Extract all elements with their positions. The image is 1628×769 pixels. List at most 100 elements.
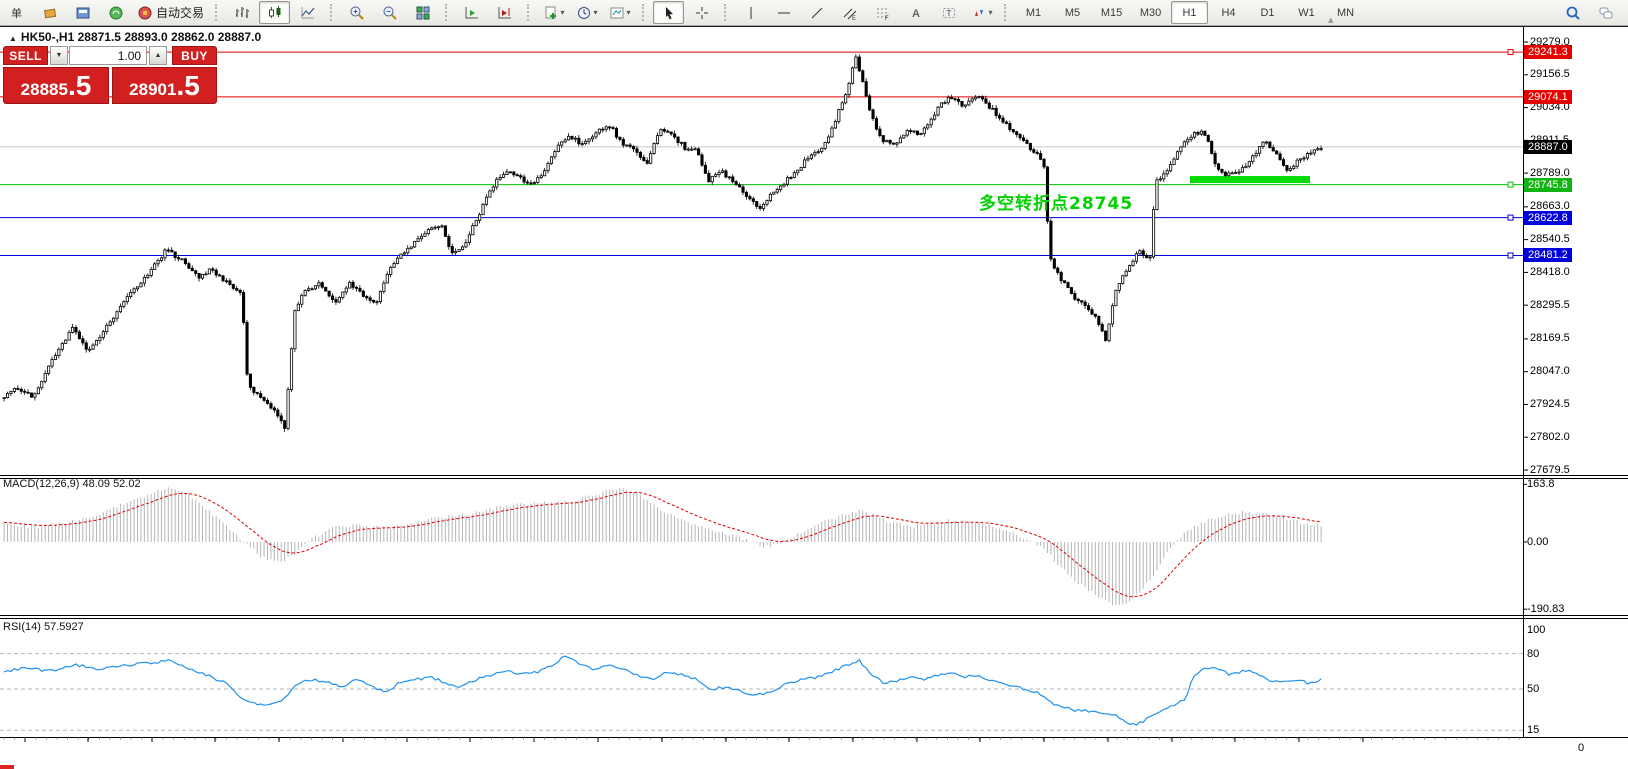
price-tick-label: 28295.5: [1530, 298, 1570, 311]
tf-h1-button[interactable]: H1: [1171, 1, 1209, 24]
price-tick-label: 27679.5: [1530, 463, 1570, 476]
line-chart-button[interactable]: [292, 1, 323, 24]
sell-price-frac: .5: [67, 70, 92, 101]
one-click-price-row: 28885.5 28901.5: [3, 67, 217, 104]
periods-button[interactable]: ▾: [571, 1, 602, 24]
signals-icon[interactable]: [100, 1, 131, 24]
toolbar-right-icons: [1556, 1, 1622, 24]
rsi-line: [0, 653, 1523, 731]
tf-m30-button[interactable]: M30: [1139, 6, 1162, 19]
new-order-partial-label[interactable]: 单: [11, 7, 22, 20]
volume-input[interactable]: 1.00: [68, 46, 148, 65]
autotrading-button[interactable]: 自动交易: [133, 1, 208, 24]
periods-button-dropdown-icon[interactable]: ▾: [593, 8, 598, 17]
crosshair-button[interactable]: [686, 1, 717, 24]
buy-price-frac: .5: [176, 70, 200, 101]
toolbar-separator: [215, 4, 221, 21]
rsi-axis-label: 50: [1527, 683, 1540, 695]
price-badge: 28622.8: [1524, 210, 1572, 225]
price-badge: 28481.2: [1524, 248, 1572, 263]
price-badge: 28887.0: [1524, 139, 1572, 154]
price-badge: 28745.8: [1524, 177, 1572, 192]
chart-title: ▲ HK50-,H1 28871.5 28893.0 28862.0 28887.…: [9, 30, 261, 44]
buy-button[interactable]: BUY: [171, 46, 218, 65]
terminal-icon[interactable]: [67, 1, 98, 24]
macd-axis-label: -190.83: [1527, 603, 1565, 616]
toolbar-notch-icon: ▴: [1328, 14, 1334, 26]
templates-button-dropdown-icon[interactable]: ▾: [626, 8, 631, 17]
candles-chart-button[interactable]: [259, 1, 291, 24]
toolbar: 单 自动交易 ▾ ▾ ▾ E F A T ▾ M1 M5 M15 M30 H1 H4 D1 W1 MN: [0, 0, 1628, 26]
price-tick-label: 28169.5: [1530, 332, 1570, 345]
frame-lines: [0, 27, 1628, 742]
cursor-button[interactable]: [653, 1, 685, 24]
zoom-out-button[interactable]: [374, 1, 405, 24]
volume-increase-button[interactable]: ▲: [149, 46, 167, 65]
tf-w1-button[interactable]: W1: [1298, 6, 1315, 19]
sell-button[interactable]: SELL: [3, 46, 49, 65]
chart-shift-button[interactable]: [489, 1, 520, 24]
sell-price-button[interactable]: 28885.5: [3, 67, 109, 104]
new-chart-button[interactable]: ▾: [538, 1, 569, 24]
rsi-indicator-label: RSI(14) 57.5927: [3, 621, 84, 633]
tf-h4-button[interactable]: H4: [1221, 6, 1236, 19]
price-tick-label: 28047.0: [1530, 365, 1570, 378]
svg-text:F: F: [885, 16, 889, 21]
equidistant-channel-button[interactable]: E: [834, 1, 865, 24]
tf-m5-button[interactable]: M5: [1064, 6, 1081, 19]
chart-doc-icon[interactable]: [34, 1, 65, 24]
bars-chart-button[interactable]: [226, 1, 257, 24]
macd-name: MACD(12,26,9): [3, 478, 80, 490]
chat-button[interactable]: [1590, 1, 1621, 24]
new-chart-button-dropdown-icon[interactable]: ▾: [560, 8, 565, 17]
templates-button[interactable]: ▾: [604, 1, 635, 24]
arrow-styles-button[interactable]: ▾: [966, 1, 997, 24]
auto-scroll-button[interactable]: [456, 1, 487, 24]
price-tick-label: 27924.5: [1530, 397, 1570, 410]
price-tick-label: 28540.5: [1530, 233, 1570, 246]
price-tick-label: 28418.0: [1530, 265, 1570, 278]
rsi-axis-label: 100: [1527, 624, 1546, 636]
price-tick-label: 28789.0: [1530, 166, 1570, 179]
rsi-value: 57.5927: [43, 621, 84, 633]
arrow-styles-button-dropdown-icon[interactable]: ▾: [988, 8, 993, 17]
svg-text:E: E: [852, 16, 856, 21]
tf-d1-button[interactable]: D1: [1260, 6, 1275, 19]
zoom-in-button[interactable]: [341, 1, 372, 24]
chart-title-text: HK50-,H1 28871.5 28893.0 28862.0 28887.0: [20, 30, 262, 44]
tf-m15-button[interactable]: M15: [1100, 6, 1123, 19]
tf-m1-button[interactable]: M1: [1025, 6, 1042, 19]
price-tick-label: 27802.0: [1530, 430, 1570, 443]
price-badge: 29074.1: [1524, 89, 1572, 104]
toolbar-separator: [642, 4, 648, 21]
horizontal-lines: [0, 49, 1523, 259]
tile-windows-button[interactable]: [407, 1, 438, 24]
horizontal-line-button[interactable]: [768, 1, 799, 24]
collapse-panel-icon[interactable]: ▲: [9, 34, 17, 43]
pivot-annotation-text: 多空转折点28745: [979, 194, 1134, 214]
text-label-button[interactable]: T: [933, 1, 964, 24]
price-badge: 29241.3: [1524, 45, 1572, 60]
macd-histogram: [3, 487, 1322, 606]
vertical-line-button[interactable]: [735, 1, 766, 24]
search-button[interactable]: [1557, 1, 1588, 24]
price-tick-label: 29279.0: [1530, 35, 1570, 48]
toolbar-separator: [445, 4, 451, 21]
rsi-axis-label: 15: [1527, 724, 1540, 737]
macd-values: 48.09 52.02: [82, 478, 141, 490]
buy-price-button[interactable]: 28901.5: [112, 67, 217, 104]
candles: [2, 53, 1323, 432]
macd-indicator-label: MACD(12,26,9) 48.09 52.02: [3, 478, 141, 490]
rsi-name: RSI(14): [3, 621, 41, 633]
trend-line-button[interactable]: [801, 1, 832, 24]
fibonacci-button[interactable]: F: [867, 1, 898, 24]
tf-mn-button[interactable]: MN: [1336, 6, 1355, 19]
buy-price-main: 28901: [129, 80, 177, 99]
macd-signal-line: [4, 491, 1322, 598]
one-click-trading-panel: SELL ▼ 1.00 ▲ BUY 28885.5 28901.5: [3, 46, 218, 104]
sell-price-main: 28885: [20, 80, 68, 99]
volume-decrease-button[interactable]: ▼: [50, 46, 68, 65]
text-button[interactable]: A: [900, 1, 931, 24]
